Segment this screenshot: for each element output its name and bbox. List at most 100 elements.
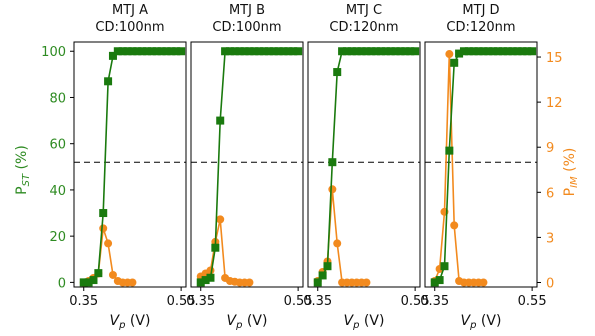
pst-series-line <box>434 50 533 284</box>
pst-point <box>201 276 210 285</box>
pim-point <box>128 278 137 287</box>
pst-point <box>196 278 205 287</box>
pst-point <box>459 47 468 56</box>
pst-point <box>430 278 439 287</box>
pst-point <box>152 47 161 56</box>
x-axis-label: Vp (V) <box>344 313 385 331</box>
x-tick-label: 0.35 <box>420 294 449 309</box>
pst-point <box>484 47 493 56</box>
pim-point <box>245 278 254 287</box>
panel-frame <box>424 41 538 288</box>
pst-point <box>391 47 400 56</box>
x-tick-label: 0.55 <box>518 294 547 309</box>
x-tick-label: 0.35 <box>186 294 215 309</box>
x-tick-label: 0.55 <box>284 294 313 309</box>
pst-point <box>138 47 147 56</box>
left-y-tick-label: 80 <box>49 91 66 106</box>
pst-point <box>406 47 415 56</box>
pst-point <box>352 47 361 56</box>
panel-subtitle: CD:100nm <box>95 20 164 35</box>
pst-point <box>113 47 122 56</box>
pst-point <box>328 158 337 167</box>
pst-point <box>264 47 273 56</box>
pst-point <box>133 47 142 56</box>
panel-subtitle: CD:120nm <box>446 20 515 35</box>
pst-series-line <box>317 50 416 283</box>
x-tick-label: 0.35 <box>69 294 98 309</box>
pst-point <box>230 47 239 56</box>
pst-point <box>143 47 152 56</box>
right-y-tick-label: 0 <box>546 276 554 291</box>
pst-point <box>469 47 478 56</box>
pst-point <box>323 262 332 271</box>
pst-point <box>494 47 503 56</box>
pst-point <box>177 47 186 56</box>
pst-point <box>94 269 103 278</box>
x-tick-label: 0.55 <box>167 294 196 309</box>
right-y-tick-label: 6 <box>546 186 554 201</box>
pim-point <box>362 278 371 287</box>
x-axis-label: Vp (V) <box>110 313 151 331</box>
left-axis-label: PST (%) <box>14 145 32 195</box>
pst-point <box>518 47 527 56</box>
pst-point <box>513 47 522 56</box>
right-y-tick-label: 12 <box>546 96 563 111</box>
panel-title: MTJ B <box>229 3 265 18</box>
pst-point <box>396 47 405 56</box>
pim-point <box>104 239 113 248</box>
panel-subtitle: CD:100nm <box>212 20 281 35</box>
pst-point <box>79 278 88 287</box>
pst-point <box>289 47 298 56</box>
panel-4: MTJ D CD:120nm 0.35 0.55 Vp (V) <box>420 3 546 331</box>
pst-point <box>172 47 181 56</box>
x-axis-label: Vp (V) <box>461 313 502 331</box>
right-y-tick-label: 9 <box>546 141 554 156</box>
pst-point <box>147 47 156 56</box>
pst-point <box>206 273 215 282</box>
pst-point <box>498 47 507 56</box>
pst-point <box>269 47 278 56</box>
panel-frame <box>73 41 187 288</box>
pst-point <box>528 47 537 56</box>
pst-point <box>255 47 264 56</box>
pim-point <box>479 278 488 287</box>
pst-point <box>211 243 220 252</box>
pst-point <box>367 47 376 56</box>
pst-point <box>279 47 288 56</box>
pst-point <box>381 47 390 56</box>
pst-point <box>342 47 351 56</box>
panel-frame <box>307 41 421 288</box>
pim-point <box>333 239 342 248</box>
panel-frame <box>190 41 304 288</box>
pst-point <box>450 58 459 67</box>
pim-point <box>445 50 454 59</box>
panel-title: MTJ A <box>112 3 148 18</box>
pst-point <box>479 47 488 56</box>
x-tick-label: 0.55 <box>401 294 430 309</box>
left-y-tick-label: 60 <box>49 138 66 153</box>
pst-point <box>157 47 166 56</box>
panel-2: MTJ B CD:100nm 0.35 0.55 Vp (V) <box>186 3 312 331</box>
pst-point <box>333 68 342 77</box>
pst-point <box>313 278 322 287</box>
pst-point <box>128 47 137 56</box>
pst-point <box>357 47 366 56</box>
pst-point <box>118 47 127 56</box>
panel-3: MTJ C CD:120nm 0.35 0.55 Vp (V) <box>303 3 429 331</box>
pst-point <box>250 47 259 56</box>
right-y-tick-label: 3 <box>546 231 554 246</box>
left-y-tick-label: 100 <box>41 45 66 60</box>
pst-point <box>386 47 395 56</box>
pst-point <box>284 47 293 56</box>
pim-point <box>216 215 225 224</box>
pst-point <box>167 47 176 56</box>
panel-title: MTJ C <box>346 3 382 18</box>
pim-series-line <box>433 53 484 284</box>
pst-point <box>162 47 171 56</box>
panel-subtitle: CD:120nm <box>329 20 398 35</box>
pst-series-line <box>83 50 182 284</box>
right-y-tick-label: 15 <box>546 51 563 66</box>
panel-1: MTJ A CD:100nm 0.35 0.55 Vp (V) <box>69 3 195 331</box>
